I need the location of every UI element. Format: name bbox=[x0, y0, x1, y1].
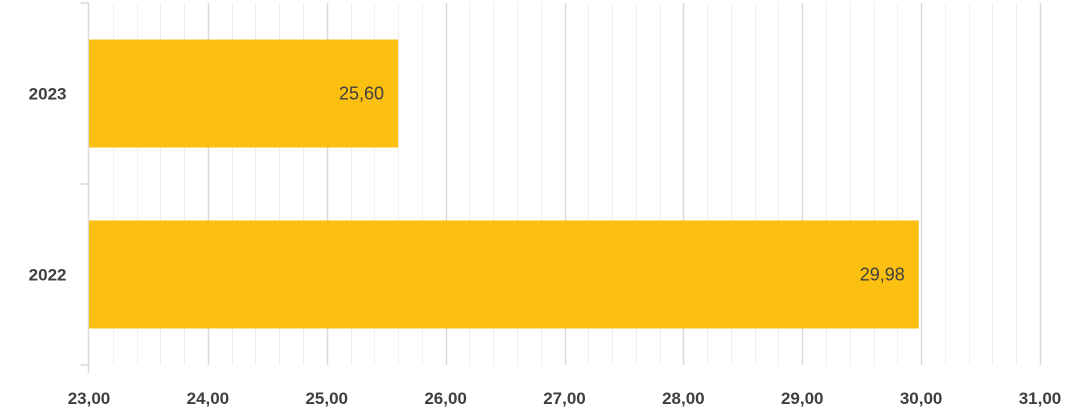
x-tick-label: 30,00 bbox=[900, 389, 943, 408]
x-tick-label: 29,00 bbox=[781, 389, 824, 408]
data-label-2023: 25,60 bbox=[339, 84, 384, 104]
data-label-2022: 29,98 bbox=[860, 265, 905, 285]
bars bbox=[89, 39, 919, 329]
y-tick-label-2023: 2023 bbox=[29, 85, 67, 104]
bar-2022 bbox=[89, 220, 919, 329]
y-tick-label-2022: 2022 bbox=[29, 266, 67, 285]
bar-2023 bbox=[89, 39, 399, 148]
x-tick-label: 31,00 bbox=[1019, 389, 1062, 408]
x-tick-label: 28,00 bbox=[662, 389, 705, 408]
x-tick-label: 27,00 bbox=[543, 389, 586, 408]
x-tick-label: 23,00 bbox=[68, 389, 111, 408]
x-tick-label: 25,00 bbox=[305, 389, 348, 408]
x-tick-label: 26,00 bbox=[424, 389, 467, 408]
x-tick-label: 24,00 bbox=[187, 389, 230, 408]
